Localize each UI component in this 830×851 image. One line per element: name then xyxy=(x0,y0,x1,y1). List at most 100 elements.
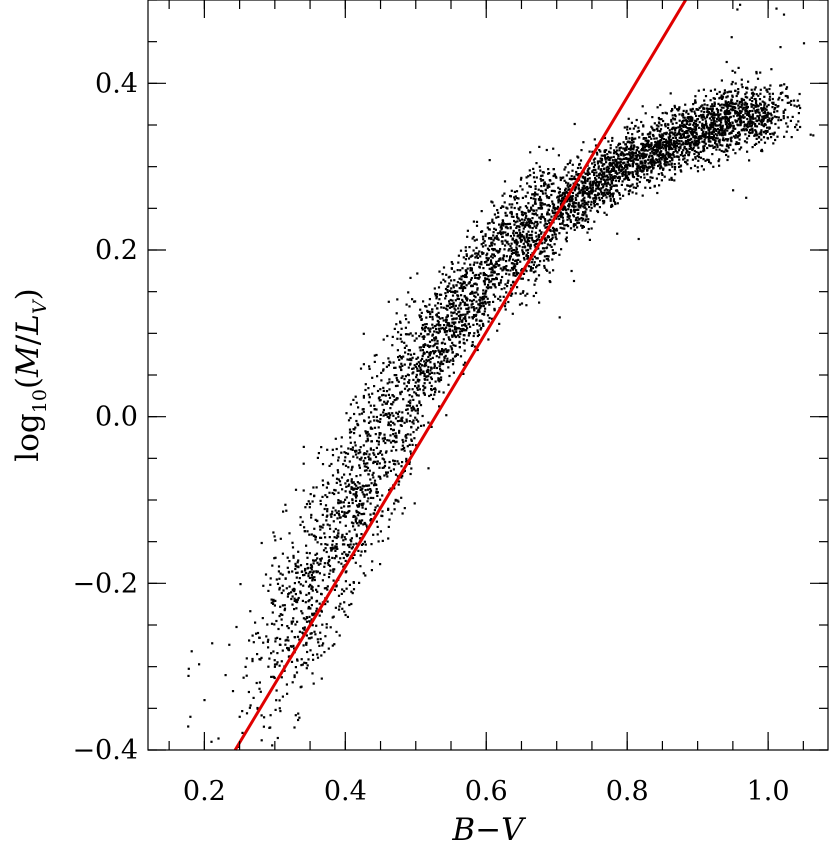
data-point xyxy=(668,137,671,140)
data-point xyxy=(514,241,517,244)
data-point xyxy=(514,259,517,263)
data-point xyxy=(705,132,708,135)
data-point xyxy=(657,161,660,164)
data-point xyxy=(527,209,530,212)
data-point xyxy=(600,174,603,177)
data-point xyxy=(365,440,368,443)
data-point xyxy=(395,397,398,400)
data-point xyxy=(760,123,763,126)
data-point xyxy=(719,96,722,99)
data-point xyxy=(381,457,384,460)
data-point xyxy=(724,100,727,103)
data-point xyxy=(648,161,651,164)
data-point xyxy=(538,145,541,148)
data-point xyxy=(531,239,534,242)
data-point xyxy=(423,360,426,363)
data-point xyxy=(716,117,719,120)
data-point xyxy=(551,202,554,205)
data-point xyxy=(393,366,396,369)
data-point xyxy=(314,535,317,538)
data-point xyxy=(564,207,567,210)
data-point xyxy=(351,446,354,449)
data-point xyxy=(294,593,297,596)
data-point xyxy=(523,225,527,228)
data-point xyxy=(728,121,731,125)
data-point xyxy=(747,80,750,83)
data-point xyxy=(505,272,508,275)
data-point xyxy=(331,510,334,513)
data-point xyxy=(571,178,574,181)
data-point xyxy=(771,116,774,119)
data-point xyxy=(429,312,432,315)
data-point xyxy=(569,208,573,212)
data-point xyxy=(464,329,467,332)
data-point xyxy=(372,471,375,474)
data-point xyxy=(627,193,630,196)
data-point xyxy=(312,562,315,565)
data-point xyxy=(485,260,488,263)
data-point xyxy=(642,169,645,172)
data-point xyxy=(400,465,403,468)
data-point xyxy=(604,181,607,184)
data-point xyxy=(352,488,355,491)
data-point xyxy=(665,157,668,160)
data-point xyxy=(727,118,730,121)
data-point xyxy=(717,116,720,119)
data-point xyxy=(431,315,434,319)
data-point xyxy=(489,259,493,262)
data-point xyxy=(602,154,605,157)
data-point xyxy=(674,137,677,140)
data-point xyxy=(508,257,512,260)
data-point xyxy=(706,109,709,112)
data-point xyxy=(517,258,520,261)
data-point xyxy=(311,579,314,582)
data-point xyxy=(599,188,602,192)
data-point xyxy=(575,217,578,220)
data-point xyxy=(387,525,390,528)
data-point xyxy=(682,135,685,138)
data-point xyxy=(500,288,503,291)
data-point xyxy=(449,345,452,348)
data-point xyxy=(463,281,466,284)
data-point xyxy=(607,158,610,161)
data-point xyxy=(576,216,579,219)
data-point xyxy=(378,475,382,478)
data-point xyxy=(720,79,723,82)
data-point xyxy=(611,176,614,179)
data-point xyxy=(306,616,309,619)
data-point xyxy=(276,636,279,639)
data-point xyxy=(526,239,529,243)
data-point xyxy=(364,507,367,510)
data-point xyxy=(670,131,673,134)
data-point xyxy=(418,346,421,349)
data-point xyxy=(750,124,753,127)
data-point xyxy=(310,568,313,571)
data-point xyxy=(412,378,415,381)
data-point xyxy=(661,133,664,136)
data-point xyxy=(770,119,773,123)
data-point xyxy=(665,141,669,145)
data-point xyxy=(333,557,336,560)
data-point xyxy=(749,110,752,113)
data-point xyxy=(695,136,698,139)
data-point xyxy=(450,305,453,309)
data-point xyxy=(288,532,291,535)
data-point xyxy=(414,416,417,419)
data-point xyxy=(408,333,411,336)
data-point xyxy=(354,494,357,497)
data-point xyxy=(497,238,500,241)
data-point xyxy=(696,144,699,147)
data-point xyxy=(582,211,585,214)
data-point xyxy=(414,444,418,447)
data-point xyxy=(430,425,433,428)
data-point xyxy=(682,155,685,158)
data-point xyxy=(327,482,330,485)
data-point xyxy=(777,126,780,129)
data-point xyxy=(716,137,719,140)
data-point xyxy=(245,657,248,660)
data-point xyxy=(512,262,515,265)
data-point xyxy=(475,291,478,294)
data-point xyxy=(410,359,413,362)
data-point xyxy=(431,318,434,321)
data-point xyxy=(353,441,356,444)
